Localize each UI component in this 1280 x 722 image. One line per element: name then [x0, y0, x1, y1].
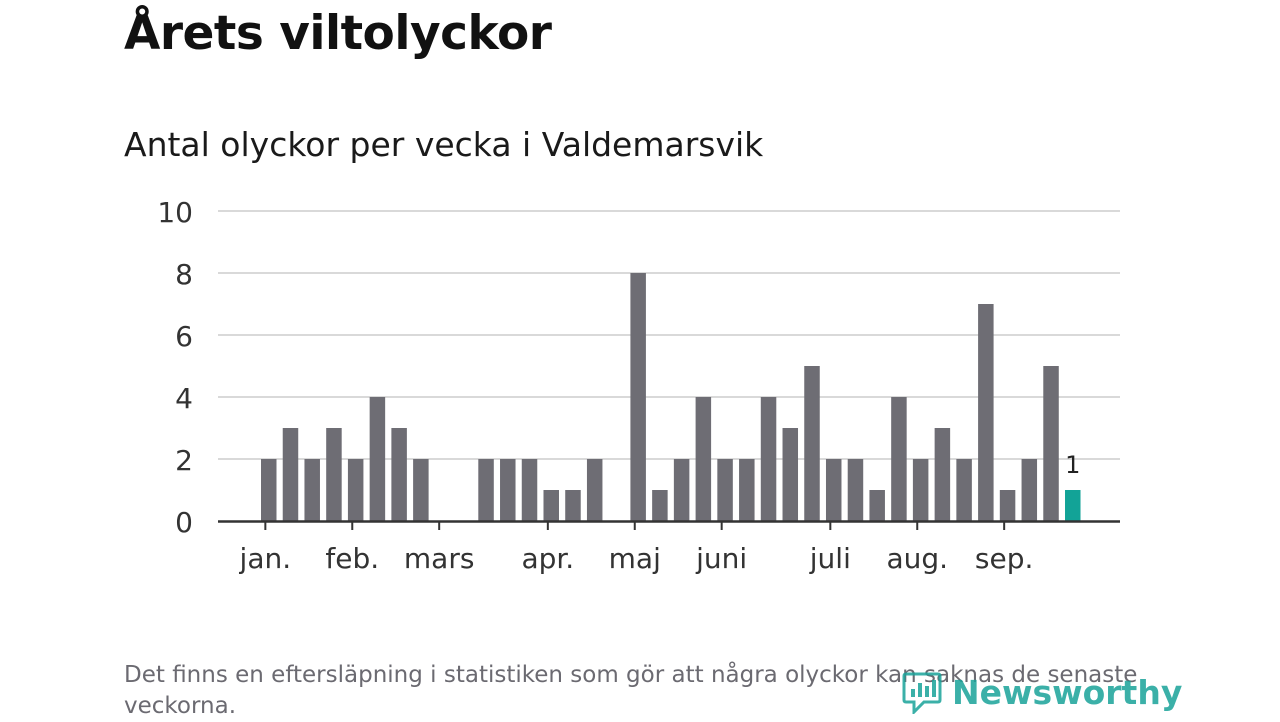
bar: [934, 428, 951, 521]
y-tick-label: 6: [175, 320, 193, 353]
bar: [804, 366, 820, 521]
bar: [825, 459, 842, 521]
newsworthy-logo: Newsworthy: [902, 670, 1182, 714]
bar: [695, 397, 712, 521]
bar: [847, 459, 864, 521]
bar: [586, 459, 603, 521]
page-title: Årets viltolyckor: [124, 6, 552, 61]
bar: [717, 459, 733, 521]
x-tick-label: sep.: [975, 542, 1034, 575]
bar: [326, 428, 342, 521]
bar: [978, 304, 994, 521]
bar: [652, 490, 668, 521]
y-tick-label: 2: [175, 444, 193, 477]
x-tick-label: juli: [809, 542, 851, 575]
bar: [673, 459, 690, 521]
gridlines: [218, 210, 1120, 460]
bar: [565, 490, 581, 521]
footnote: Det finns en eftersläpning i statistiken…: [124, 662, 1138, 719]
bar: [369, 397, 386, 521]
bar: [1021, 459, 1038, 521]
bar: [543, 490, 559, 521]
bars: [261, 273, 1081, 521]
bar: [999, 490, 1016, 521]
data-labels: 1: [1065, 451, 1080, 479]
x-tick-label: apr.: [521, 542, 574, 575]
x-tick-label: aug.: [886, 542, 948, 575]
bar: [304, 459, 320, 521]
bar: [630, 273, 646, 521]
bar: [521, 459, 538, 521]
x-tick-label: juni: [695, 542, 747, 575]
bar: [869, 490, 885, 521]
newsworthy-icon: [902, 672, 942, 714]
bar: [391, 428, 407, 521]
bar: [739, 459, 755, 521]
y-tick-label: 8: [175, 258, 193, 291]
bar-chart: 0 2 4 6 8 10 jan. feb. mars apr. maj juni juli aug. s…: [157, 196, 1120, 575]
bar: [912, 459, 929, 521]
x-axis-ticks: jan. feb. mars apr. maj juni juli aug. sep.: [239, 521, 1034, 575]
bar-highlight: [1065, 490, 1081, 521]
bar: [956, 459, 972, 521]
chart-subtitle: Antal olyckor per vecka i Valdemarsvik: [124, 125, 764, 164]
x-tick-label: maj: [609, 542, 661, 575]
y-tick-label: 4: [175, 382, 193, 415]
bar: [891, 397, 907, 521]
data-label: 1: [1065, 451, 1080, 479]
bar: [478, 459, 494, 521]
y-axis-ticks: 0 2 4 6 8 10: [157, 196, 193, 539]
bar: [347, 459, 364, 521]
x-tick-label: feb.: [325, 542, 379, 575]
bar: [1043, 366, 1059, 521]
bar: [261, 459, 277, 521]
bar: [782, 428, 799, 521]
y-tick-label: 10: [157, 196, 193, 229]
bar: [282, 428, 299, 521]
y-tick-label: 0: [175, 506, 193, 539]
bar: [760, 397, 777, 521]
brand-name: Newsworthy: [952, 672, 1183, 712]
bar: [413, 459, 429, 521]
x-tick-label: jan.: [239, 542, 292, 575]
x-tick-label: mars: [404, 542, 475, 575]
bar: [500, 459, 516, 521]
